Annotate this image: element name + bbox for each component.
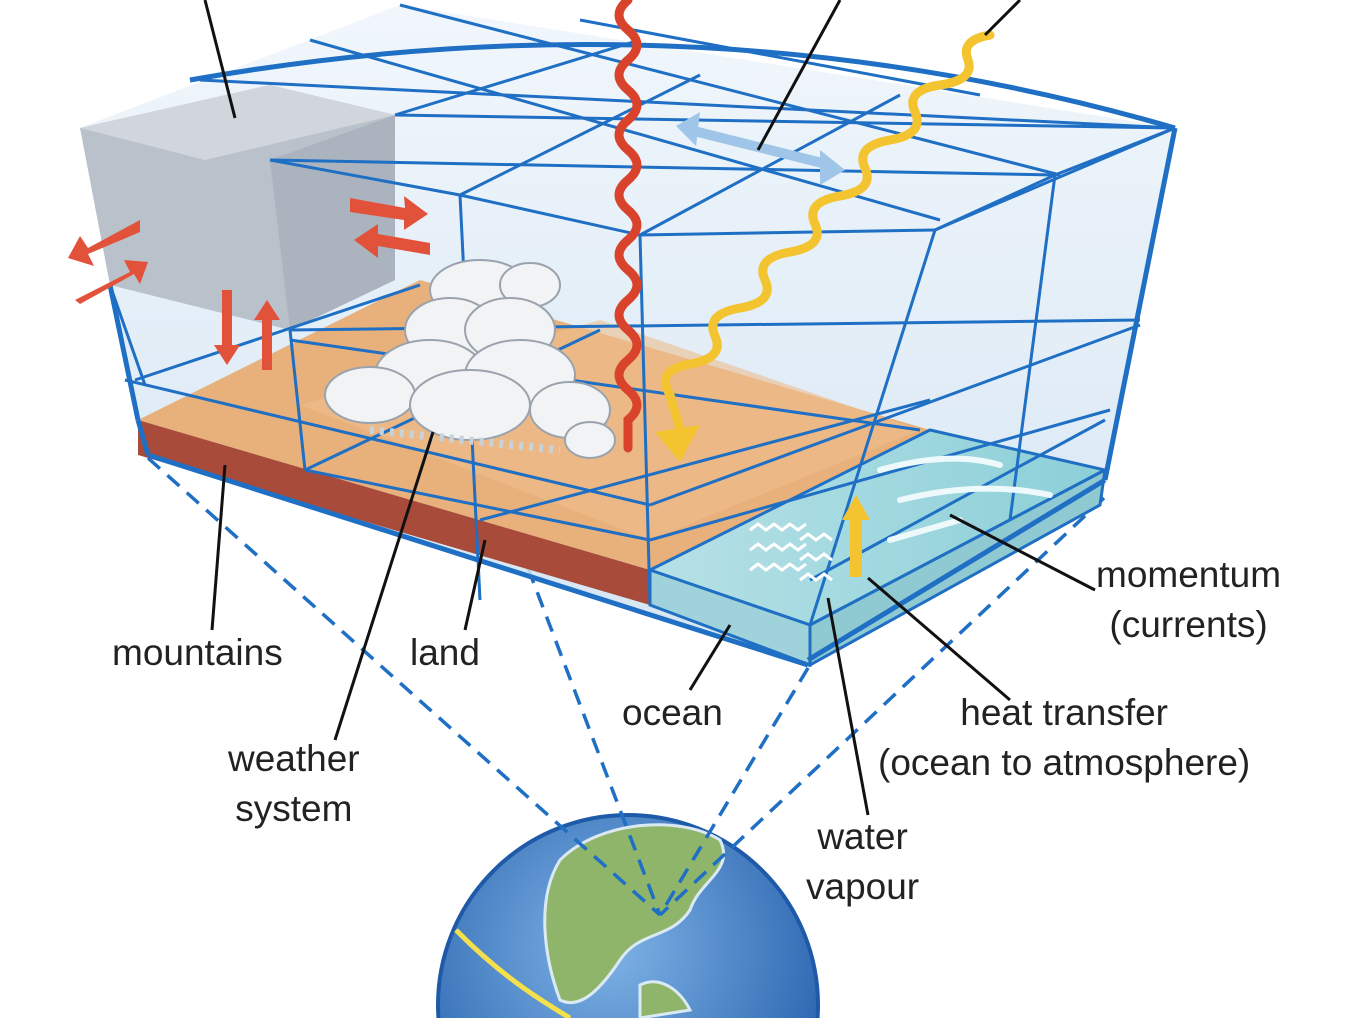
- water-vapour-label: water vapour: [806, 812, 919, 912]
- momentum-label-line1: momentum: [1096, 554, 1282, 595]
- projection-lines: [146, 456, 1106, 917]
- outgoing-radiation-wave: [614, 0, 642, 453]
- ocean-label-text: ocean: [622, 692, 723, 733]
- heat-exchange-arrows: [68, 196, 430, 370]
- water-vapour-marks: [749, 522, 833, 582]
- heat-transfer-label-line2: (ocean to atmosphere): [878, 742, 1251, 783]
- mountains-label-text: mountains: [112, 632, 283, 673]
- cloud-icon: [324, 259, 616, 459]
- solar-radiation-wave: [661, 30, 995, 435]
- heat-transfer-label: heat transfer (ocean to atmosphere): [878, 688, 1250, 788]
- momentum-label: momentum (currents): [1096, 550, 1281, 650]
- land-label: land: [410, 628, 480, 678]
- land-label-text: land: [410, 632, 480, 673]
- heat-transfer-label-line1: heat transfer: [960, 692, 1168, 733]
- weather-system-label: weather system: [228, 734, 360, 834]
- ocean-label: ocean: [622, 688, 723, 738]
- momentum-label-line2: (currents): [1109, 604, 1268, 645]
- mountains-label: mountains: [112, 628, 283, 678]
- water-vapour-label-line1: water: [817, 816, 908, 857]
- ocean-current-marks: [877, 455, 1053, 543]
- water-vapour-label-line2: vapour: [806, 866, 920, 907]
- leader-lines: [203, 0, 1096, 816]
- weather-system-label-line1: weather: [228, 738, 360, 779]
- weather-system-label-line2: system: [235, 788, 353, 829]
- globe: [436, 813, 820, 1018]
- heat-transfer-arrow: [842, 495, 870, 577]
